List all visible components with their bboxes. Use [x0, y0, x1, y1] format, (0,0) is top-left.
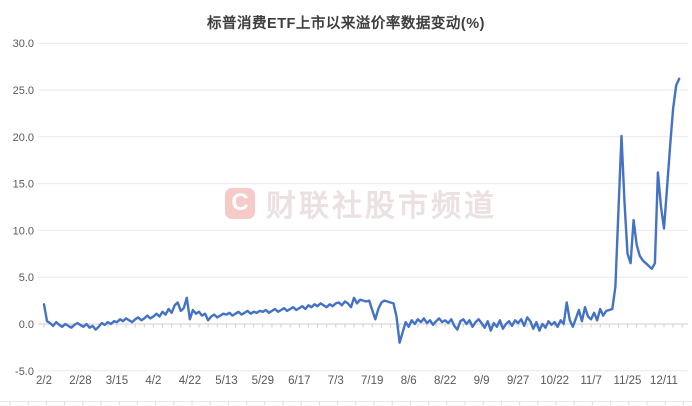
x-tick-label: 5/29 — [252, 375, 274, 387]
x-tick-label: 2/28 — [69, 375, 91, 387]
x-tick-label: 11/7 — [580, 375, 602, 387]
x-axis-labels: 2/2 2/28 3/15 4/2 4/22 5/13 5/29 6/17 7/3 7/19 8/6… — [36, 375, 678, 387]
y-tick-label: 30.0 — [13, 38, 34, 50]
y-tick-label: 0.0 — [19, 319, 34, 331]
x-tick-label: 8/22 — [434, 375, 456, 387]
x-tick-label: 4/22 — [179, 375, 201, 387]
y-tick-label: 15.0 — [13, 179, 34, 191]
y-tick-label: 5.0 — [19, 272, 34, 284]
x-tick-label: 12/11 — [650, 375, 678, 387]
x-tick-label: 7/3 — [328, 375, 344, 387]
bottom-tick-strip — [0, 401, 692, 406]
y-tick-label: -5.0 — [15, 366, 34, 378]
x-tick-label: 9/9 — [474, 375, 490, 387]
x-axis-ticks — [43, 324, 683, 328]
x-tick-label: 3/15 — [106, 375, 128, 387]
x-tick-label: 10/22 — [540, 375, 569, 387]
x-tick-label: 8/6 — [401, 375, 417, 387]
x-tick-label: 11/25 — [614, 375, 642, 387]
y-tick-label: 25.0 — [13, 85, 34, 97]
x-tick-label: 7/19 — [361, 375, 383, 387]
y-tick-label: 10.0 — [13, 225, 34, 237]
chart-title: 标普消费ETF上市以来溢价率数据变动(%) — [207, 16, 485, 32]
x-tick-label: 5/13 — [215, 375, 237, 387]
premium-rate-series-line — [42, 77, 681, 344]
gridlines — [38, 42, 688, 372]
x-tick-label: 9/27 — [507, 375, 529, 387]
x-tick-label: 6/17 — [288, 375, 310, 387]
y-axis-labels: -5.0 0.0 5.0 10.0 15.0 20.0 25.0 30.0 — [13, 38, 34, 378]
x-tick-label: 4/2 — [145, 375, 161, 387]
x-tick-label: 2/2 — [36, 375, 52, 387]
y-tick-label: 20.0 — [13, 132, 34, 144]
